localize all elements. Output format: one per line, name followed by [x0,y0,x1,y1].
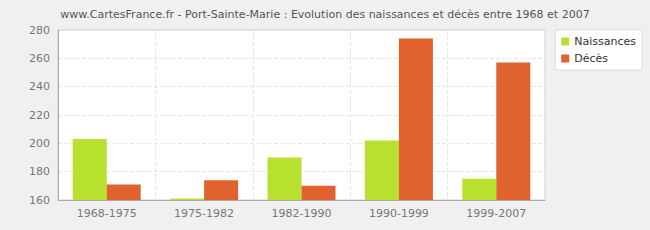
svg-text:Décès: Décès [574,52,608,65]
svg-text:1968-1975: 1968-1975 [77,207,137,220]
svg-text:200: 200 [29,137,50,150]
svg-text:Naissances: Naissances [574,35,636,48]
svg-text:1982-1990: 1982-1990 [272,207,332,220]
svg-text:1990-1999: 1990-1999 [369,207,429,220]
svg-text:160: 160 [29,194,50,207]
svg-text:280: 280 [29,24,50,37]
svg-text:180: 180 [29,165,50,178]
svg-text:1975-1982: 1975-1982 [174,207,234,220]
svg-text:www.CartesFrance.fr - Port-Sai: www.CartesFrance.fr - Port-Sainte-Marie … [60,8,589,21]
svg-text:220: 220 [29,109,50,122]
svg-text:240: 240 [29,80,50,93]
svg-text:1999-2007: 1999-2007 [466,207,526,220]
svg-text:260: 260 [29,52,50,65]
